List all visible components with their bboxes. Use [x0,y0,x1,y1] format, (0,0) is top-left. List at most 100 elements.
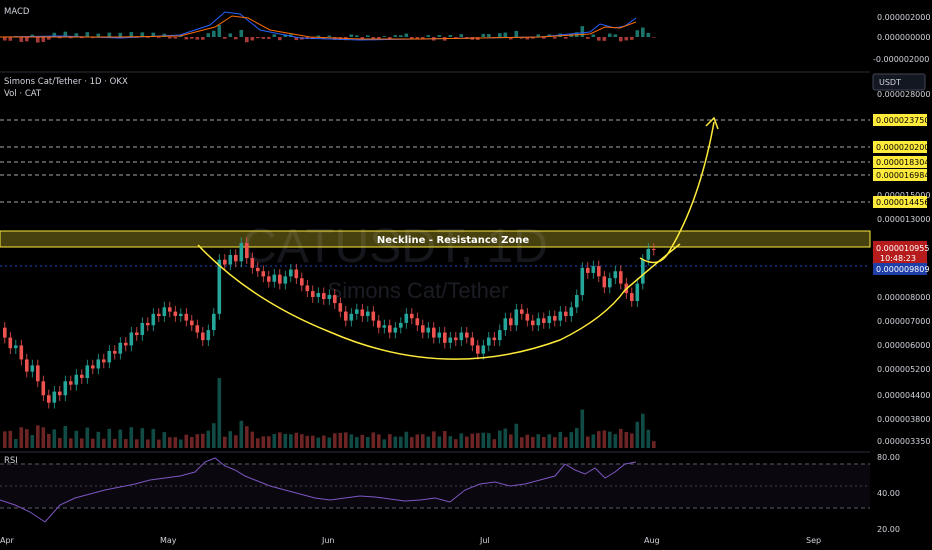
volume-bar [168,437,172,448]
volume-label: Vol · CAT [4,89,42,99]
candle [173,311,178,317]
volume-bar [333,433,337,448]
macd-bar [525,37,530,40]
candle [547,316,552,323]
candle [19,345,24,360]
volume-bar [322,435,326,448]
candle [80,374,84,378]
candle [278,274,282,284]
macd-bar [151,32,156,37]
level-tag: 0.000014456 [873,196,929,208]
time-tick: Jun [321,536,335,545]
macd-bar [118,32,123,37]
candle [239,243,244,262]
volume-bar [481,432,486,448]
volume-bar [520,437,524,448]
candle [432,327,436,338]
volume-bar [272,434,277,448]
candle [652,248,656,250]
level-tag: 0.000016984 [873,169,929,181]
volume-bars [3,378,656,448]
macd-bar [448,35,453,37]
candle [47,395,51,403]
candle [69,381,73,385]
level-tag: 0.000018304 [873,156,929,168]
candle [564,311,568,317]
candle [536,318,541,326]
volume-bar [162,432,167,448]
candle [179,313,183,317]
macd-bar [421,37,425,40]
candle [190,320,194,326]
macd-histogram [3,25,656,43]
volume-bar [432,431,436,448]
candle [619,271,623,284]
time-tick: Jul [479,536,490,545]
candle [569,307,574,317]
candle [234,254,238,262]
time-tick: Aug [644,536,660,545]
candle [349,313,354,321]
macd-bar [228,33,233,37]
candle [124,342,128,346]
candle [74,374,79,385]
macd-bar [74,33,79,37]
candle [261,271,266,277]
macd-bar [195,37,200,40]
candle [426,327,431,333]
volume-bar [300,434,304,448]
volume-bar [509,434,513,448]
candle [228,254,233,265]
macd-bar [52,32,57,37]
volume-bar [503,428,508,448]
candle [437,332,442,338]
candle [113,350,117,354]
svg-text:USDT: USDT [879,78,901,87]
candle [140,322,145,336]
zone-label: Neckline - Resistance Zone [377,235,529,246]
macd-bar [47,37,51,40]
volume-bar [366,437,370,448]
candle [415,318,420,326]
macd-panel: MACD 0.000002000 0.000000000 -0.00000200… [0,7,930,64]
candle [377,320,381,328]
macd-bar [261,37,266,39]
candle [338,303,343,312]
rsi-tick: 40.00 [877,489,900,498]
candle [498,330,502,341]
candle [96,359,101,369]
currency-button[interactable]: USDT [872,73,926,91]
volume-bar [245,426,249,448]
volume-bar [575,427,579,448]
volume-bar [377,434,381,448]
volume-bar [58,438,62,448]
candle [91,365,95,369]
volume-bar [542,437,546,448]
candle [635,283,640,302]
macd-bar [190,37,194,39]
macd-bar [542,37,546,39]
volume-bar [344,432,348,448]
volume-bar [454,439,458,448]
volume-bar [630,433,634,448]
macd-bar [426,35,431,37]
volume-bar [135,439,139,448]
macd-bar [85,32,90,37]
volume-bar [14,439,18,448]
macd-bar [146,37,150,38]
volume-bar [355,437,359,448]
volume-bar [124,439,128,448]
volume-bar [597,431,601,448]
volume-bar [421,434,425,448]
macd-bar [608,33,612,37]
volume-bar [74,430,79,448]
macd-bar [63,31,68,37]
macd-bar [531,37,535,39]
volume-bar [608,431,612,448]
volume-bar [476,433,480,448]
volume-bar [289,434,293,448]
price-tick: 0.000028000 [877,90,930,99]
volume-bar [448,436,453,448]
signal-line [0,15,637,40]
macd-bar [597,37,601,41]
